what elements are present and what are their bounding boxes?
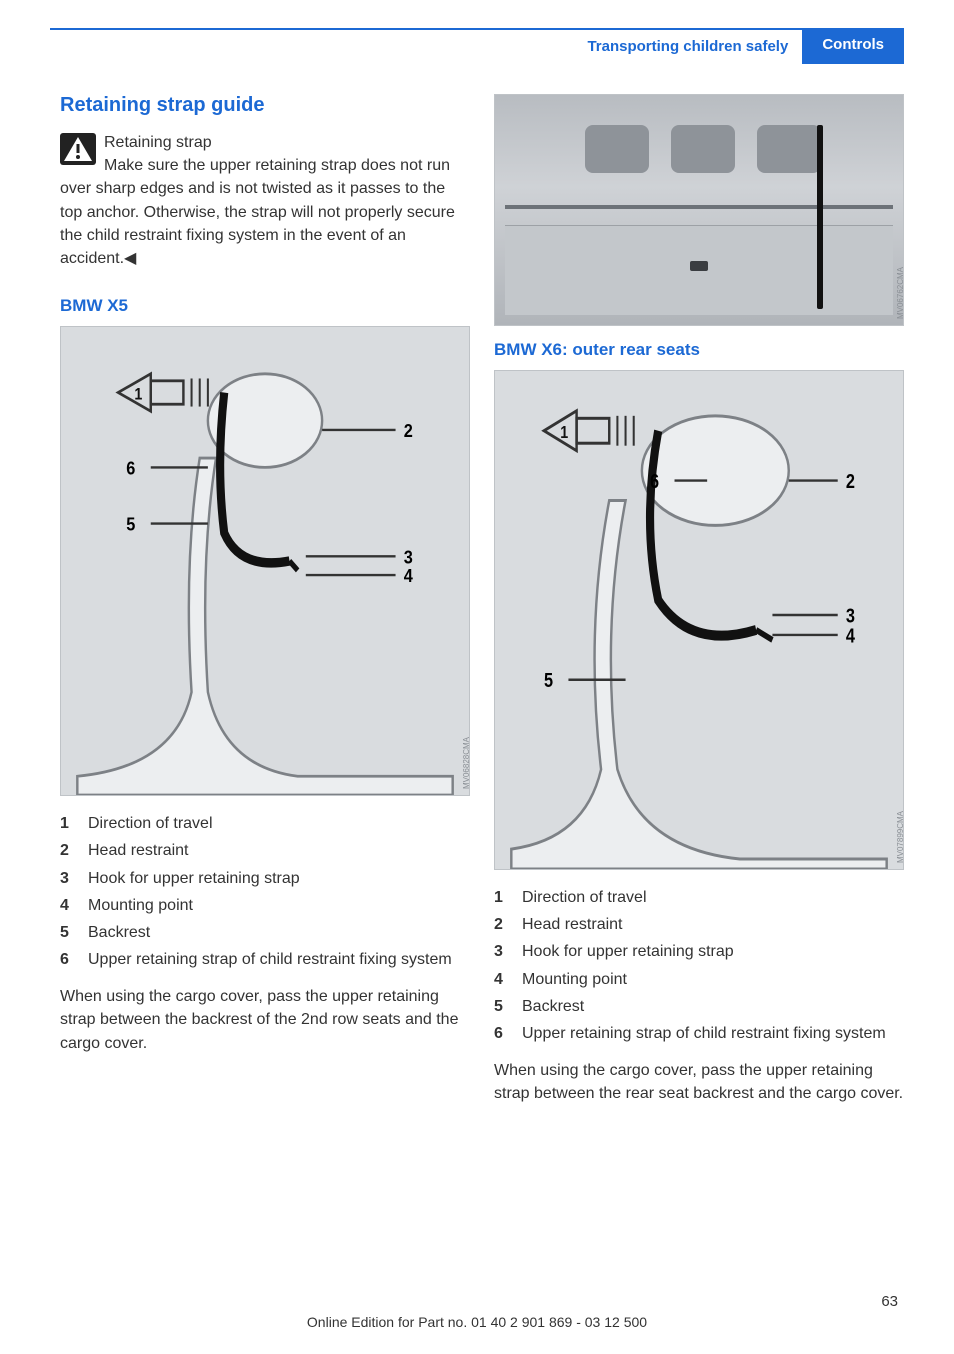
legend-number: 4 xyxy=(494,966,508,993)
legend-number: 2 xyxy=(60,837,74,864)
latch-shape xyxy=(690,261,708,271)
legend-row: 1 Direction of travel xyxy=(60,810,470,837)
figure-code: MV06828CMA xyxy=(462,737,471,789)
legend-number: 1 xyxy=(494,884,508,911)
strap-shape xyxy=(817,125,823,309)
figure-x6-seat: 1 6 2 3 4 5 MV07899CMA xyxy=(494,370,904,870)
figure-code: MV06762CMA xyxy=(896,267,905,319)
page-number: 63 xyxy=(881,1293,898,1310)
legend-number: 6 xyxy=(494,1020,508,1047)
headrest-shape xyxy=(671,125,735,173)
svg-text:1: 1 xyxy=(560,424,568,443)
svg-text:1: 1 xyxy=(134,386,142,404)
legend-number: 1 xyxy=(60,810,74,837)
legend-row: 4 Mounting point xyxy=(494,966,904,993)
legend-number: 4 xyxy=(60,892,74,919)
breadcrumb: Transporting children safely xyxy=(573,28,802,64)
legend-text: Head restraint xyxy=(522,911,623,938)
legend-row: 4 Mounting point xyxy=(60,892,470,919)
svg-text:6: 6 xyxy=(126,457,135,478)
heading-bmw-x6: BMW X6: outer rear seats xyxy=(494,340,904,360)
legend-number: 2 xyxy=(494,911,508,938)
legend-number: 6 xyxy=(60,946,74,973)
legend-row: 5 Backrest xyxy=(60,919,470,946)
warning-title: Retaining strap xyxy=(104,134,212,151)
content-area: Retaining strap guide Retaining strap Ma… xyxy=(60,94,904,1294)
seat-diagram-x5: 1 2 6 5 3 4 xyxy=(61,327,469,795)
svg-text:5: 5 xyxy=(126,514,135,535)
legend-text: Backrest xyxy=(522,993,584,1020)
legend-text: Backrest xyxy=(88,919,150,946)
legend-row: 3 Hook for upper retaining strap xyxy=(494,938,904,965)
svg-text:2: 2 xyxy=(846,471,855,493)
warning-block: Retaining strap Make sure the upper reta… xyxy=(60,131,470,270)
legend-row: 6 Upper retaining strap of child restrain… xyxy=(494,1020,904,1047)
svg-text:2: 2 xyxy=(404,420,413,441)
legend-row: 5 Backrest xyxy=(494,993,904,1020)
left-after-text: When using the cargo cover, pass the upp… xyxy=(60,985,470,1055)
legend-text: Head restraint xyxy=(88,837,189,864)
right-after-text: When using the cargo cover, pass the upp… xyxy=(494,1059,904,1105)
legend-number: 3 xyxy=(494,938,508,965)
svg-text:4: 4 xyxy=(404,565,413,586)
headrest-shape xyxy=(757,125,821,173)
footer-line: Online Edition for Part no. 01 40 2 901 … xyxy=(0,1314,954,1330)
legend-row: 6 Upper retaining strap of child restrain… xyxy=(60,946,470,973)
warning-body: Make sure the upper retaining strap does… xyxy=(60,157,455,267)
svg-text:4: 4 xyxy=(846,625,856,647)
legend-text: Upper retaining strap of child restraint… xyxy=(522,1020,886,1047)
right-column: MV06762CMA BMW X6: outer rear seats 1 6 … xyxy=(494,94,904,1294)
figure-code: MV07899CMA xyxy=(896,811,905,863)
header-tabs: Transporting children safely Controls xyxy=(573,28,904,64)
legend-text: Mounting point xyxy=(88,892,193,919)
legend-row: 3 Hook for upper retaining strap xyxy=(60,865,470,892)
legend-number: 5 xyxy=(494,993,508,1020)
legend-text: Direction of travel xyxy=(88,810,213,837)
legend-text: Mounting point xyxy=(522,966,627,993)
figure-x5-seat: 1 2 6 5 3 4 MV06828CMA xyxy=(60,326,470,796)
section-tab: Controls xyxy=(802,28,904,64)
legend-text: Upper retaining strap of child restraint… xyxy=(88,946,452,973)
svg-text:6: 6 xyxy=(650,471,659,493)
legend-x5: 1 Direction of travel 2 Head restraint 3 Hook… xyxy=(60,810,470,973)
photo-inner xyxy=(495,95,903,325)
legend-x6: 1 Direction of travel 2 Head restraint 3 Hook… xyxy=(494,884,904,1047)
legend-row: 1 Direction of travel xyxy=(494,884,904,911)
legend-row: 2 Head restraint xyxy=(494,911,904,938)
heading-retaining-strap-guide: Retaining strap guide xyxy=(60,94,470,117)
legend-row: 2 Head restraint xyxy=(60,837,470,864)
legend-number: 3 xyxy=(60,865,74,892)
figure-rear-photo: MV06762CMA xyxy=(494,94,904,326)
headrest-shape xyxy=(585,125,649,173)
legend-number: 5 xyxy=(60,919,74,946)
left-column: Retaining strap guide Retaining strap Ma… xyxy=(60,94,470,1294)
warning-icon xyxy=(60,133,96,165)
svg-text:3: 3 xyxy=(846,605,855,627)
seat-diagram-x6: 1 6 2 3 4 5 xyxy=(495,371,903,869)
legend-text: Hook for upper retaining strap xyxy=(88,865,300,892)
svg-text:5: 5 xyxy=(544,670,553,692)
legend-text: Hook for upper retaining strap xyxy=(522,938,734,965)
heading-bmw-x5: BMW X5 xyxy=(60,296,470,316)
legend-text: Direction of travel xyxy=(522,884,647,911)
shelf-line xyxy=(505,205,893,209)
